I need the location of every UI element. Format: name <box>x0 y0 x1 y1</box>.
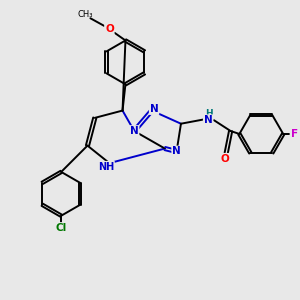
Text: H: H <box>205 109 212 118</box>
Text: N: N <box>204 115 212 125</box>
Text: NH: NH <box>98 162 114 172</box>
Text: Cl: Cl <box>56 223 67 233</box>
Text: N: N <box>172 146 181 157</box>
Text: F: F <box>291 129 298 139</box>
Text: CH₃: CH₃ <box>78 10 93 19</box>
Text: N: N <box>130 126 139 136</box>
Text: O: O <box>220 154 229 164</box>
Text: N: N <box>150 104 158 114</box>
Text: O: O <box>105 24 114 34</box>
